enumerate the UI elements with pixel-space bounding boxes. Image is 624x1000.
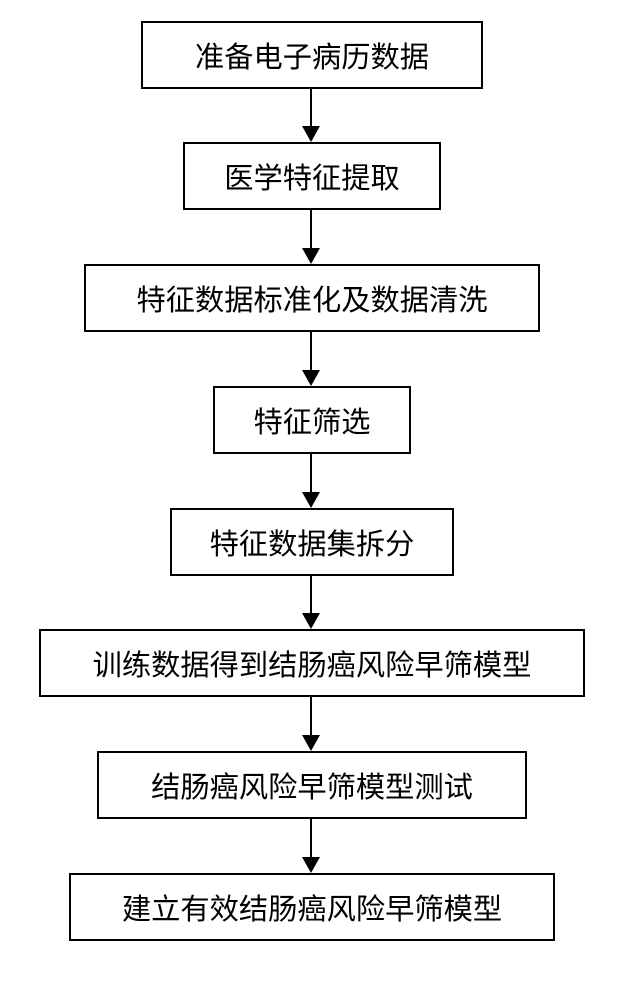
flow-node-8: 建立有效结肠癌风险早筛模型	[69, 873, 555, 941]
flow-node-4: 特征筛选	[213, 386, 411, 454]
flow-arrow-line	[310, 89, 312, 126]
flow-arrow-line	[310, 210, 312, 248]
flow-node-2: 医学特征提取	[183, 142, 441, 210]
flow-node-label: 建立有效结肠癌风险早筛模型	[122, 886, 502, 928]
flow-node-label: 特征数据集拆分	[210, 521, 415, 563]
flow-arrow-head-icon	[302, 613, 320, 629]
flow-node-7: 结肠癌风险早筛模型测试	[97, 751, 527, 819]
flow-arrow-line	[310, 332, 312, 370]
flow-node-1: 准备电子病历数据	[141, 21, 483, 89]
flow-node-3: 特征数据标准化及数据清洗	[84, 264, 540, 332]
flow-node-label: 准备电子病历数据	[195, 34, 429, 76]
flowchart-container: 准备电子病历数据医学特征提取特征数据标准化及数据清洗特征筛选特征数据集拆分训练数…	[0, 0, 624, 1000]
flow-arrow-head-icon	[302, 735, 320, 751]
flow-arrow-line	[310, 576, 312, 613]
flow-arrow-head-icon	[302, 126, 320, 142]
flow-node-label: 医学特征提取	[224, 155, 400, 197]
flow-node-6: 训练数据得到结肠癌风险早筛模型	[39, 629, 585, 697]
flow-arrow-head-icon	[302, 370, 320, 386]
flow-arrow-line	[310, 454, 312, 492]
flow-arrow-head-icon	[302, 492, 320, 508]
flow-node-label: 特征数据标准化及数据清洗	[137, 277, 488, 319]
flow-arrow-head-icon	[302, 248, 320, 264]
flow-arrow-line	[310, 819, 312, 857]
flow-node-5: 特征数据集拆分	[170, 508, 454, 576]
flow-node-label: 结肠癌风险早筛模型测试	[151, 764, 473, 806]
flow-arrow-line	[310, 697, 312, 735]
flow-arrow-head-icon	[302, 857, 320, 873]
flow-node-label: 特征筛选	[254, 399, 371, 441]
flow-node-label: 训练数据得到结肠癌风险早筛模型	[93, 642, 532, 684]
